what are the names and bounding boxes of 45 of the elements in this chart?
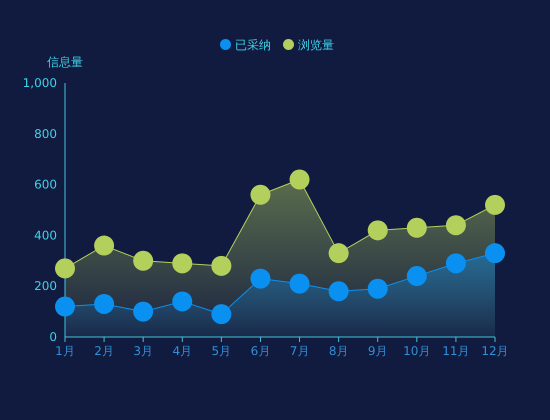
x-tick-label: 1月	[55, 344, 75, 358]
x-tick-label: 7月	[290, 344, 310, 358]
y-tick-label: 800	[34, 126, 57, 141]
point	[172, 253, 192, 274]
legend-label: 已采纳	[235, 38, 271, 52]
point	[211, 256, 232, 276]
point	[55, 296, 75, 317]
point	[368, 220, 388, 240]
point	[250, 268, 270, 289]
point	[485, 194, 505, 215]
legend-label: 浏览量	[298, 38, 334, 52]
point	[133, 250, 154, 271]
y-tick-label: 0	[49, 330, 57, 344]
x-tick-label: 3月	[133, 344, 153, 358]
point	[328, 281, 349, 302]
x-tick-label: 8月	[328, 344, 348, 358]
point	[406, 218, 427, 238]
x-tick-label: 10月	[403, 344, 430, 358]
x-tick-label: 6月	[250, 344, 270, 358]
point	[485, 243, 505, 264]
point	[94, 294, 114, 314]
x-tick-label: 4月	[172, 344, 192, 358]
y-axis-title: 信息量	[47, 55, 83, 69]
x-tick-label: 9月	[368, 344, 388, 358]
point	[250, 184, 270, 205]
point	[211, 304, 232, 324]
x-tick-label: 2月	[94, 344, 114, 358]
point	[94, 236, 114, 256]
point	[290, 274, 310, 294]
point	[446, 253, 466, 274]
y-tick-label: 400	[34, 228, 57, 242]
y-tick-label: 200	[34, 279, 57, 294]
x-tick-label: 5月	[212, 344, 232, 358]
x-tick-label: 12月	[481, 344, 509, 358]
point	[328, 243, 349, 264]
y-tick-label: 600	[34, 178, 57, 192]
point	[55, 258, 75, 278]
point	[133, 302, 154, 322]
point	[368, 278, 388, 299]
point	[290, 170, 310, 190]
point	[446, 215, 466, 236]
y-tick-label: 1,000	[22, 76, 57, 90]
point	[172, 291, 192, 312]
point	[406, 266, 427, 286]
x-tick-label: 11月	[442, 344, 470, 358]
